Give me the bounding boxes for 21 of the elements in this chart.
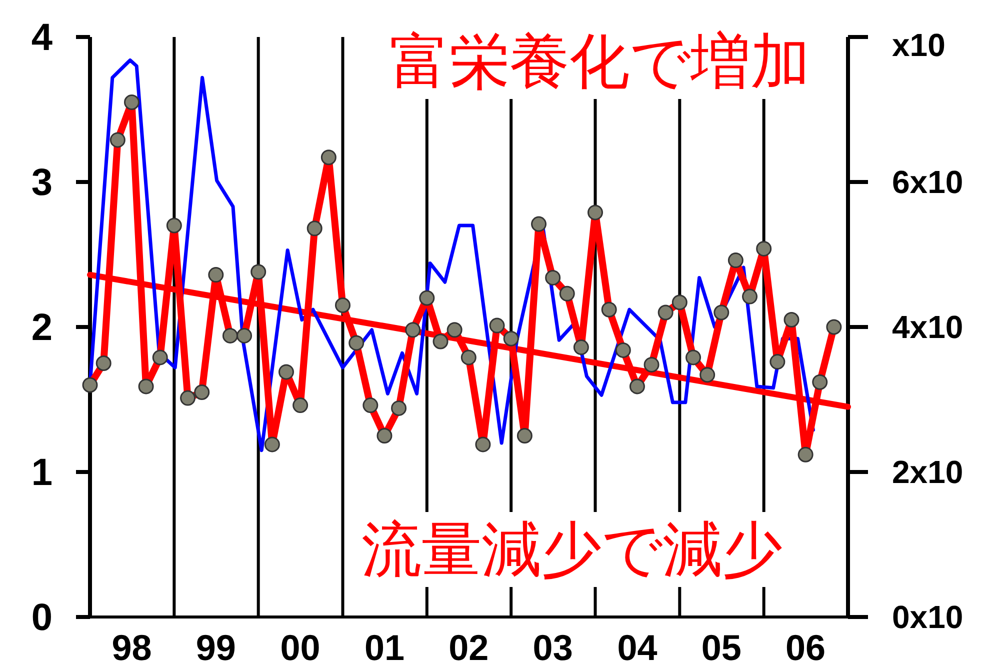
text: 0x10 — [892, 599, 964, 635]
x-tick-label: 06 — [786, 627, 826, 668]
x-tick-label: 02 — [448, 627, 489, 668]
x-tick-label: 01 — [364, 627, 405, 668]
y-tick-label: 3 — [31, 162, 53, 204]
x-tick-label: 03 — [532, 627, 573, 668]
text: 6x10 — [892, 164, 964, 200]
y-tick-label: 1 — [31, 452, 53, 494]
x-tick-label: 99 — [196, 627, 236, 668]
annotation: 流量減少で減少 — [362, 516, 782, 583]
x-tick-label: 98 — [112, 627, 152, 668]
x-tick-label: 00 — [280, 627, 320, 668]
x-tick-label: 04 — [617, 627, 658, 668]
annotation: 富栄養化で増加 — [390, 28, 810, 95]
y-tick-label: 2 — [31, 307, 53, 349]
y-tick-label: 0 — [31, 597, 53, 639]
x-tick-label: 05 — [701, 627, 742, 668]
text: 4x10 — [892, 309, 964, 345]
text: 2x10 — [892, 454, 964, 490]
text: x10 — [892, 27, 946, 63]
y-tick-label: 4 — [31, 17, 53, 59]
